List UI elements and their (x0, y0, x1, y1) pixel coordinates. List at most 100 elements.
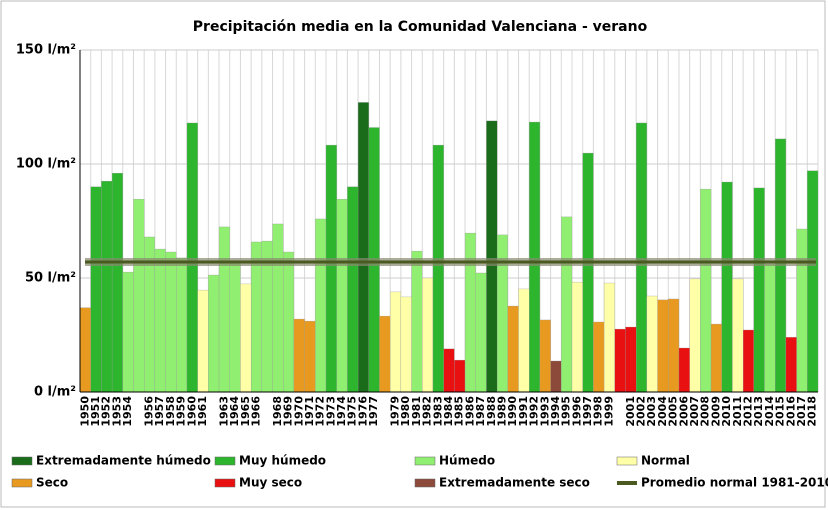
legend-label: Extremadamente seco (439, 476, 590, 490)
bar (357, 102, 369, 393)
legend-label: Muy seco (239, 476, 302, 490)
x-tick-label: 1952 (100, 396, 113, 427)
x-tick-label: 1995 (560, 396, 573, 427)
chart-title: Precipitación media en la Comunidad Vale… (193, 19, 648, 35)
bar (732, 278, 744, 393)
bar (79, 307, 91, 393)
bar (464, 232, 476, 393)
x-tick-label: 1964 (228, 396, 241, 427)
x-tick-label: 1968 (271, 396, 284, 427)
x-tick-label: 2008 (699, 396, 712, 427)
x-tick-label: 1973 (324, 396, 337, 427)
x-tick-label: 1999 (602, 396, 615, 427)
bar (700, 188, 712, 393)
bar (218, 226, 230, 393)
bar (571, 281, 583, 393)
x-tick-label: 1965 (239, 396, 252, 427)
legend-swatch (616, 456, 638, 466)
bar (186, 122, 198, 393)
bar (208, 274, 220, 393)
x-tick-label: 2014 (763, 396, 776, 427)
bar (475, 272, 487, 393)
x-tick-label: 1974 (335, 396, 348, 427)
bar (678, 347, 690, 393)
bar (272, 223, 284, 393)
legend-swatch (414, 478, 436, 488)
bar (432, 144, 444, 393)
x-tick-label: 1966 (249, 396, 262, 427)
legend-label: Seco (36, 476, 68, 490)
x-tick-label: 1953 (110, 396, 123, 427)
bar (304, 320, 316, 393)
x-tick-label: 1977 (367, 396, 380, 427)
bar (400, 296, 412, 393)
x-tick-label: 2016 (784, 396, 797, 427)
x-tick-label: 1992 (528, 396, 541, 427)
legend-label: Húmedo (439, 454, 495, 468)
bar (539, 319, 551, 393)
x-tick-label: 2017 (795, 396, 808, 427)
bar (593, 321, 605, 393)
x-tick-label: 1979 (389, 396, 402, 427)
x-tick-label: 1982 (421, 396, 434, 427)
x-tick-label: 1970 (292, 396, 305, 427)
bar (283, 251, 295, 393)
x-tick-label: 2012 (741, 396, 754, 427)
legend-label: Muy húmedo (239, 454, 326, 468)
bar (197, 289, 209, 393)
bar (165, 251, 177, 393)
bar (443, 348, 455, 393)
legend-swatch (11, 456, 33, 466)
bar (101, 180, 113, 393)
bar (742, 329, 754, 393)
legend-label: Normal (641, 454, 690, 468)
bar (122, 271, 134, 393)
bar (176, 257, 188, 393)
x-tick-label: 1991 (517, 396, 530, 427)
bar (796, 228, 808, 393)
x-tick-label: 1950 (78, 396, 91, 427)
x-tick-label: 2015 (774, 396, 787, 427)
y-tick-label: 0 l/m² (34, 385, 76, 400)
x-tick-label: 1998 (592, 396, 605, 427)
x-tick-label: 1986 (463, 396, 476, 427)
bar (154, 248, 166, 393)
x-tick-label: 2005 (667, 396, 680, 427)
bar (379, 315, 391, 393)
x-tick-label: 2011 (731, 396, 744, 427)
bar (625, 326, 637, 393)
bar (518, 288, 530, 393)
bar (807, 170, 819, 393)
bar (764, 264, 776, 393)
x-tick-label: 1951 (89, 396, 102, 427)
bar (550, 360, 562, 393)
x-tick-label: 2006 (677, 396, 690, 427)
x-tick-label: 2002 (635, 396, 648, 427)
x-tick-label: 1954 (121, 396, 134, 427)
bar (293, 318, 305, 393)
bar (325, 144, 337, 393)
bar (90, 186, 102, 393)
legend-swatch (11, 478, 33, 488)
x-tick-label: 1961 (196, 396, 209, 427)
x-tick-label: 1963 (217, 396, 230, 427)
legend-swatch (214, 478, 236, 488)
y-tick-label: 100 l/m² (16, 157, 76, 172)
bar (111, 172, 123, 393)
x-tick-label: 1997 (581, 396, 594, 427)
bar (636, 122, 648, 393)
x-tick-label: 1976 (356, 396, 369, 427)
x-tick-label: 2007 (688, 396, 701, 427)
x-tick-label: 2018 (806, 396, 819, 427)
bar (668, 298, 680, 393)
bar (529, 121, 541, 393)
x-tick-label: 1985 (453, 396, 466, 427)
legend-label: Promedio normal 1981-2010 (641, 476, 828, 490)
x-tick-label: 1990 (506, 396, 519, 427)
bar (561, 216, 573, 393)
x-tick-label: 2009 (709, 396, 722, 427)
x-tick-label: 2003 (645, 396, 658, 427)
x-tick-label: 1984 (442, 396, 455, 427)
x-tick-label: 1980 (399, 396, 412, 427)
bar (603, 282, 615, 393)
